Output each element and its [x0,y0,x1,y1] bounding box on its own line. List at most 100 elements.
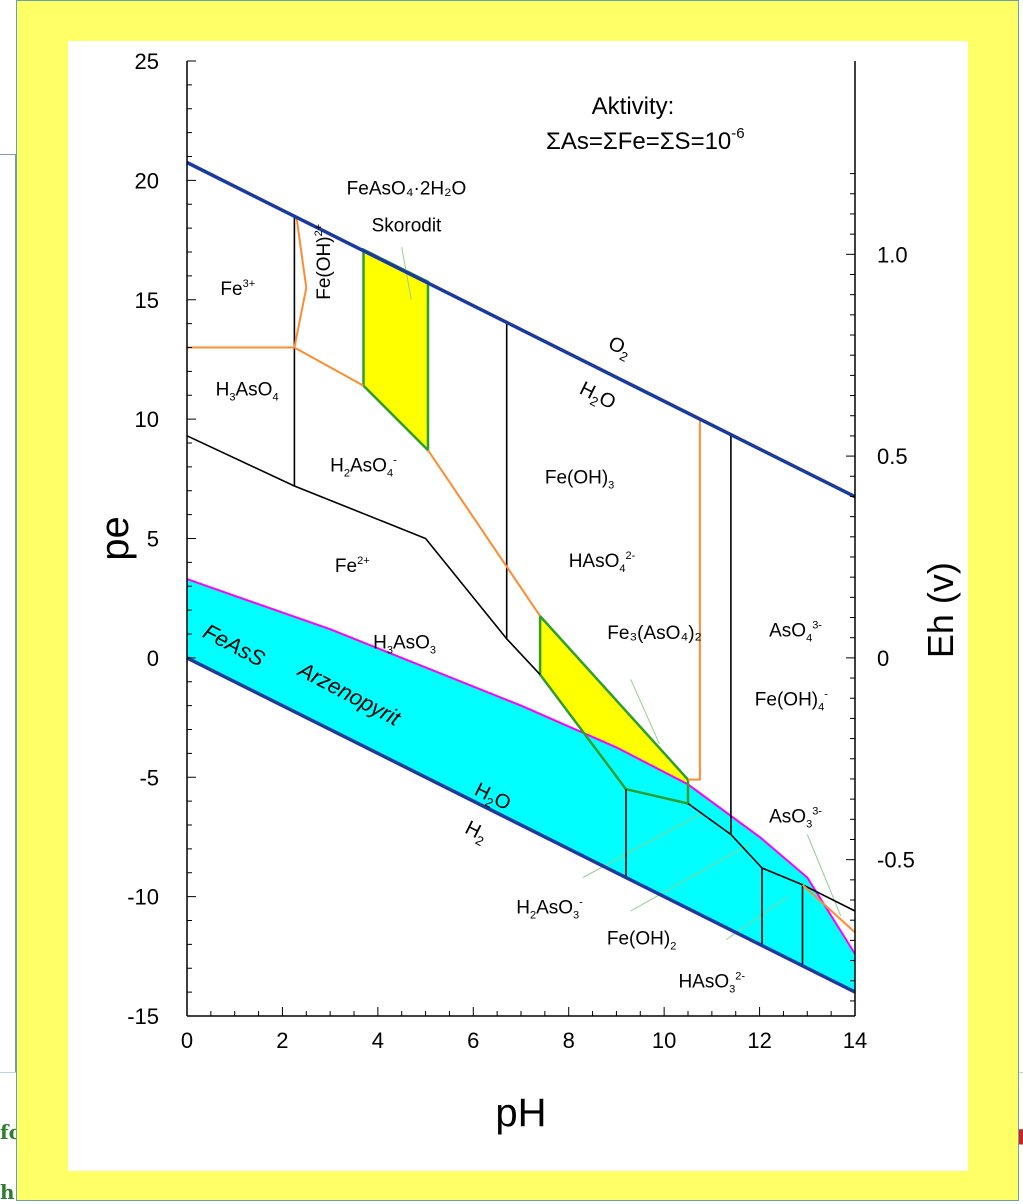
species-label-part: 3+ [243,278,256,290]
x-tick-label: 10 [652,1028,676,1053]
y-tick-label: -5 [139,765,159,790]
region-edge-fe3aso42 [538,612,690,806]
y2-tick-label: 1.0 [877,242,908,267]
species-label-h2aso4: H2AsO4- [330,455,397,480]
region-fe3aso42 [540,616,688,804]
region-arzenopyrit [187,579,855,993]
y-tick-label: 20 [135,168,159,193]
species-label-part: 2 [344,468,350,480]
species-label-part: 2 [670,940,676,952]
arzenopyrit-boundary-line [186,578,856,955]
species-label-part: 3 [430,644,436,656]
species-label-h3aso3: H3AsO3 [373,632,436,656]
species-label-part: 4 [818,702,824,714]
species-label-part: Fe(OH) [607,928,670,949]
x-tick-label: 2 [276,1028,288,1053]
skorodit-label: Skorodit [372,216,442,237]
label-h2: H2 [460,817,491,849]
boundary-line-orange [688,419,701,781]
y-axis-title: pe [93,516,137,561]
species-label-h3aso4: H3AsO4 [216,379,279,403]
species-label-part: 4 [806,632,812,644]
leader-line [630,843,751,912]
x-axis-title: pH [495,1091,546,1135]
boundary-line-black [186,435,541,676]
species-label-part: H [373,632,387,653]
species-label-feoh3: Fe(OH)3 [545,468,614,492]
species-label-part: H [216,379,230,400]
species-label-part: H [516,897,530,918]
species-label-feoh2aq: Fe(OH)2 [607,928,676,952]
fe3aso42-label: Fe₃(AsO₄)₂ [607,623,702,644]
x-tick-label: 0 [181,1028,193,1053]
species-label-part: AsO [536,897,573,918]
species-label-part: Fe(OH) [755,690,818,711]
species-label-part: AsO [235,379,272,400]
y2-tick-label: -0.5 [877,848,915,873]
species-label-haso4: HAsO42- [569,550,636,575]
species-label-part: Fe(OH) [545,468,608,489]
background-text-fragment: h [0,1180,15,1204]
boundary-line-orange [293,218,308,348]
x-tick-label: 6 [467,1028,479,1053]
species-label-fe2: Fe2+ [335,555,370,577]
label-h2o-upper: H2O [575,378,620,417]
species-label-part: 3 [229,391,235,403]
species-label-part: AsO [350,456,387,477]
species-label-part: AsO [393,632,430,653]
species-label-part: 4 [387,468,393,480]
leader-line [630,679,660,745]
species-label-part: - [824,689,828,701]
species-label-part: 2 [530,909,536,921]
water-line-upper [186,160,856,499]
species-label-part: 3- [812,619,822,631]
leader-line [806,834,842,916]
activity-heading: Aktivity: [592,93,675,120]
poster-frame: 0 2 4 6 8 10 12 14 -15 -10 -5 0 5 10 15 20 25 1.0 0.5 0 -0.5… [16,0,1019,1201]
species-label-part: 3 [608,480,614,492]
species-label-feoh4: Fe(OH)4- [755,689,828,714]
pourbaix-diagram: 0 2 4 6 8 10 12 14 -15 -10 -5 0 5 10 15 20 25 1.0 0.5 0 -0.5… [93,49,961,1135]
region-skorodit [363,249,428,451]
boundary-line-orange [427,449,541,617]
species-label-part: Fe [335,556,357,577]
species-label-aso4: AsO43- [769,619,822,644]
species-label-part: 3 [806,819,812,831]
species-label-part: - [579,896,583,908]
species-label-part: HAsO [569,551,620,572]
activity-value: ΣAs=ΣFe=ΣS=10-6 [546,125,745,155]
species-label-part: 3 [573,909,579,921]
species-label-part: 2- [626,550,636,562]
species-label-part: 2+ [313,224,325,237]
y2-tick-label: 0 [877,646,889,671]
species-label-part: 3 [729,983,735,995]
species-label-part: 3 [387,644,393,656]
species-label-part: 3- [812,806,822,818]
y-tick-label: -15 [127,1004,159,1029]
species-label-part: AsO [769,620,806,641]
species-label-feoh2: Fe(OH)2+ [313,224,335,300]
y2-tick-label: 0.5 [877,444,908,469]
species-label-part: AsO [769,807,806,828]
species-label-h2aso3: H2AsO3- [516,896,583,921]
species-label-aso3: AsO33- [769,806,822,831]
y-tick-label: -10 [127,885,159,910]
label-h2o-upper-part: O [595,387,619,414]
label-o2: O2 [603,332,635,365]
water-line-lower [186,656,856,994]
species-label-part: 2+ [357,555,370,567]
species-label-part: H [330,456,344,477]
species-label-part: 4 [619,563,625,575]
y-tick-label: 10 [135,407,159,432]
boundary-line-orange [801,883,856,934]
y-tick-label: 0 [147,646,159,671]
species-label-part: 2- [735,970,745,982]
x-tick-label: 4 [372,1028,384,1053]
species-label-part: Fe [220,279,242,300]
y-tick-label: 15 [135,288,159,313]
boundary-line-orange [187,346,364,387]
y-tick-label: 5 [147,527,159,552]
y-tick-label: 25 [135,49,159,74]
species-label-part: - [393,455,397,467]
chart-panel: 0 2 4 6 8 10 12 14 -15 -10 -5 0 5 10 15 20 25 1.0 0.5 0 -0.5… [68,41,968,1171]
